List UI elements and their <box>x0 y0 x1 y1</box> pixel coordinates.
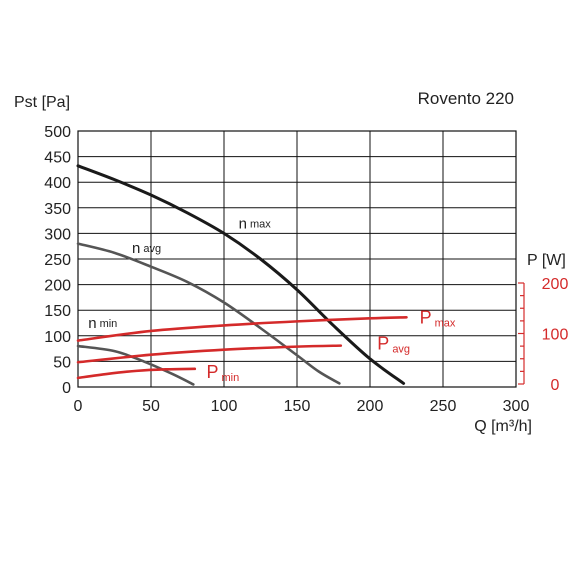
series-line-p-min <box>76 367 197 380</box>
grid <box>77 130 517 388</box>
right-axis: 0 100 200 <box>518 276 568 394</box>
series-label-n-avg: n avg <box>132 240 161 257</box>
series-label-main: n <box>239 215 247 232</box>
y-tick-label: 400 <box>44 175 71 192</box>
y-tick-label: 450 <box>44 150 71 167</box>
series-line-p-max <box>76 316 408 342</box>
y-tick-label: 100 <box>44 329 71 346</box>
series-label-sub: min <box>100 318 118 330</box>
y-tick-label: 0 <box>62 380 71 397</box>
x-tick-label: 200 <box>357 398 384 415</box>
series-line-p-avg <box>76 344 343 364</box>
series-label-n-min: n min <box>88 315 117 332</box>
series-label-main: P <box>420 307 432 327</box>
series-label-sub: min <box>221 372 239 384</box>
y-tick-label: 150 <box>44 303 71 320</box>
x-tick-label: 50 <box>142 398 160 415</box>
y-tick-label: 50 <box>53 354 71 371</box>
x-tick-label: 100 <box>211 398 238 415</box>
x-tick-label: 0 <box>74 398 83 415</box>
tick-labels: 0 50 100 150 200 250 300 0 50 100 150 200 250 300 350 4… <box>44 124 529 415</box>
series-label-n-max: n max <box>239 215 272 232</box>
y-tick-label: 300 <box>44 226 71 243</box>
y2-tick-label: 100 <box>542 327 569 344</box>
y-axis-label: Pst [Pa] <box>14 94 70 111</box>
curves <box>76 164 408 386</box>
series-label-sub: max <box>435 317 456 329</box>
series-line-n-avg <box>76 242 341 385</box>
chart-title: Rovento 220 <box>418 89 514 108</box>
series-label-main: P <box>377 334 389 354</box>
series-label-sub: avg <box>143 243 161 255</box>
y2-axis-label: P [W] <box>527 252 566 269</box>
x-axis-label: Q [m³/h] <box>474 418 532 435</box>
x-tick-label: 300 <box>503 398 530 415</box>
x-tick-label: 250 <box>430 398 457 415</box>
series-label-sub: avg <box>392 344 410 356</box>
y-tick-label: 200 <box>44 278 71 295</box>
series-line-n-min <box>76 344 195 386</box>
series-label-main: P <box>206 362 218 382</box>
series-label-main: n <box>132 240 140 257</box>
plot-frame <box>77 130 517 388</box>
x-tick-label: 150 <box>284 398 311 415</box>
y2-tick-label: 0 <box>551 377 560 394</box>
series-label-sub: max <box>250 218 271 230</box>
series-label-main: n <box>88 315 96 332</box>
y-tick-label: 250 <box>44 252 71 269</box>
series-line-n-max <box>76 164 406 385</box>
y2-tick-label: 200 <box>542 276 569 293</box>
y-tick-label: 350 <box>44 201 71 218</box>
y-tick-label: 500 <box>44 124 71 141</box>
